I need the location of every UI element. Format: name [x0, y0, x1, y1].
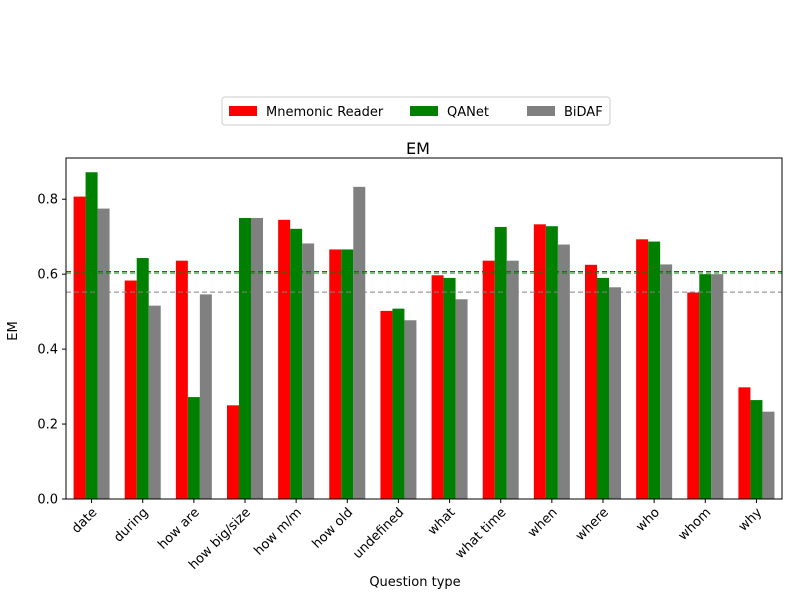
x-tick-label: how are [155, 505, 202, 552]
bar [227, 405, 239, 499]
bar [73, 196, 86, 499]
bar [404, 320, 417, 499]
bar [392, 308, 405, 499]
x-tick-label: how m/m [251, 505, 305, 559]
bar [750, 400, 763, 499]
bars [73, 172, 775, 500]
bar [738, 387, 751, 499]
bar [175, 260, 188, 499]
bar [97, 208, 110, 500]
x-tick-label: during [111, 505, 151, 545]
x-tick-label: what time [453, 505, 510, 562]
bar [239, 217, 251, 499]
bar [136, 258, 149, 499]
y-tick-label: 0.2 [37, 418, 58, 433]
reference-lines [66, 271, 782, 293]
bar [251, 217, 263, 499]
legend-label: Mnemonic Reader [266, 105, 384, 120]
bar [557, 244, 570, 499]
x-tick-label: why [736, 505, 766, 535]
bar [597, 277, 609, 499]
bar [380, 310, 393, 499]
x-tick-label: undefined [350, 505, 407, 562]
bar [443, 277, 456, 499]
bar [660, 264, 673, 499]
bar [329, 249, 342, 499]
legend-label: QANet [447, 105, 489, 120]
plot-frame [65, 157, 783, 500]
bar [187, 397, 200, 499]
y-axis: 0.0 0.2 0.4 0.6 0.8 [37, 193, 66, 508]
bar [711, 274, 724, 499]
legend: Mnemonic Reader QANet BiDAF [221, 96, 611, 126]
bar [762, 411, 775, 499]
y-axis-label: EM [6, 321, 21, 340]
x-tick-label: when [525, 505, 560, 540]
x-tick-label: where [573, 505, 612, 544]
bar [290, 228, 303, 500]
bar [302, 243, 315, 499]
bar [482, 260, 495, 499]
bar [636, 239, 649, 500]
x-tick-label: whom [676, 505, 715, 544]
legend-label: BiDAF [564, 105, 603, 120]
y-tick-label: 0.4 [37, 343, 58, 358]
bar [278, 219, 291, 500]
bar [124, 280, 137, 499]
bar [148, 305, 161, 499]
bar [199, 294, 212, 499]
legend-swatch [229, 106, 257, 116]
bar [699, 274, 712, 499]
bar [687, 292, 700, 499]
bar [506, 260, 519, 499]
bar [494, 226, 507, 499]
bar [353, 186, 366, 499]
y-tick-label: 0.8 [37, 193, 58, 208]
y-tick-label: 0.0 [37, 493, 58, 508]
chart-title: EM [406, 139, 430, 158]
bar [85, 172, 98, 499]
x-tick-label: date [69, 505, 100, 536]
bar [648, 241, 661, 500]
x-tick-label: how old [310, 505, 357, 552]
x-tick-label: what [425, 505, 458, 538]
legend-swatch [410, 106, 438, 116]
bar [585, 264, 597, 499]
bar [341, 249, 354, 499]
bar [609, 287, 621, 499]
bar [455, 299, 468, 499]
x-tick-label: who [633, 505, 663, 535]
legend-swatch [527, 106, 555, 116]
y-tick-label: 0.6 [37, 268, 58, 283]
bar [545, 226, 558, 499]
bar [431, 275, 444, 499]
x-axis-label: Question type [369, 575, 460, 590]
bar [533, 224, 546, 500]
